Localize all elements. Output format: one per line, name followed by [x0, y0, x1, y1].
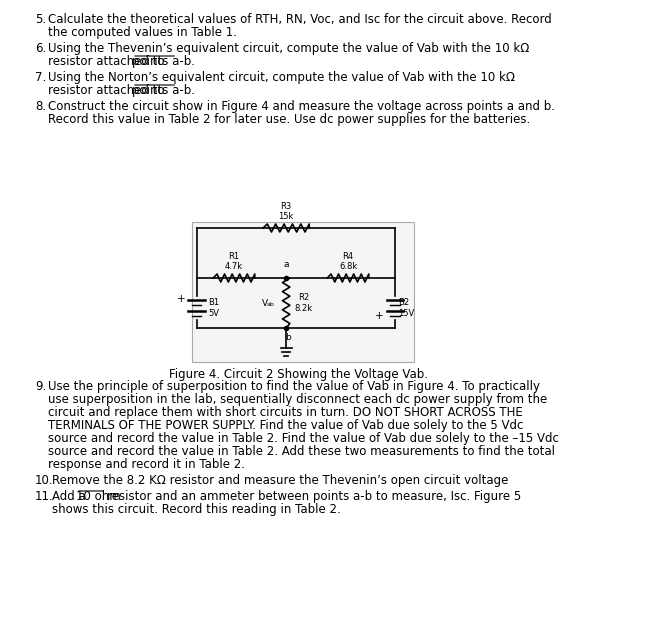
Text: 10.: 10. — [35, 474, 54, 487]
Text: 8.: 8. — [35, 100, 46, 113]
Text: Remove the 8.2 KΩ resistor and measure the Thevenin’s open circuit voltage: Remove the 8.2 KΩ resistor and measure t… — [52, 474, 508, 487]
Text: B1
5V: B1 5V — [208, 298, 220, 318]
Text: shows this circuit. Record this reading in Table 2.: shows this circuit. Record this reading … — [52, 503, 340, 516]
Text: Use the principle of superposition to find the value of Vab in Figure 4. To prac: Use the principle of superposition to fi… — [48, 380, 540, 393]
Text: source and record the value in Table 2. Find the value of Vab due solely to the : source and record the value in Table 2. … — [48, 432, 559, 445]
Text: R3
15k: R3 15k — [278, 202, 294, 221]
Bar — [192, 222, 413, 362]
Text: R2
8.2k: R2 8.2k — [294, 293, 313, 312]
Text: R1
4.7k: R1 4.7k — [225, 251, 243, 271]
Text: +: + — [375, 311, 384, 321]
Text: Construct the circuit show in Figure 4 and measure the voltage across points a a: Construct the circuit show in Figure 4 a… — [48, 100, 555, 113]
Text: 10 ohm: 10 ohm — [76, 490, 120, 503]
Text: use superposition in the lab, sequentially disconnect each dc power supply from : use superposition in the lab, sequential… — [48, 393, 547, 406]
Text: the computed values in Table 1.: the computed values in Table 1. — [48, 26, 237, 39]
Text: TERMINALS OF THE POWER SUPPLY. Find the value of Vab due solely to the 5 Vdc: TERMINALS OF THE POWER SUPPLY. Find the … — [48, 419, 523, 432]
Text: 6.: 6. — [35, 42, 47, 55]
Text: Add a: Add a — [52, 490, 89, 503]
Text: source and record the value in Table 2. Add these two measurements to find the t: source and record the value in Table 2. … — [48, 445, 555, 458]
Text: points a-b.: points a-b. — [132, 55, 195, 68]
Text: resistor attached to: resistor attached to — [48, 84, 168, 97]
Text: Using the Norton’s equivalent circuit, compute the value of Vab with the 10 kΩ: Using the Norton’s equivalent circuit, c… — [48, 71, 515, 84]
Text: Figure 4. Circuit 2 Showing the Voltage Vab.: Figure 4. Circuit 2 Showing the Voltage … — [169, 368, 428, 381]
Text: V: V — [261, 298, 268, 307]
Text: 9.: 9. — [35, 380, 47, 393]
Text: points a-b.: points a-b. — [132, 84, 195, 97]
Text: B2
15V: B2 15V — [398, 298, 414, 318]
Text: Calculate the theoretical values of RTH, RN, Voc, and Isc for the circuit above.: Calculate the theoretical values of RTH,… — [48, 13, 552, 26]
Text: resistor and an ammeter between points a-b to measure, Isc. Figure 5: resistor and an ammeter between points a… — [107, 490, 521, 503]
Text: Record this value in Table 2 for later use. Use dc power supplies for the batter: Record this value in Table 2 for later u… — [48, 113, 531, 126]
Text: ab: ab — [267, 302, 274, 307]
Text: circuit and replace them with short circuits in turn. DO NOT SHORT ACROSS THE: circuit and replace them with short circ… — [48, 406, 523, 419]
Text: 5.: 5. — [35, 13, 46, 26]
Text: R4
6.8k: R4 6.8k — [339, 251, 357, 271]
Text: +: + — [177, 294, 186, 304]
Text: response and record it in Table 2.: response and record it in Table 2. — [48, 458, 245, 471]
Text: Using the Thevenin’s equivalent circuit, compute the value of Vab with the 10 kΩ: Using the Thevenin’s equivalent circuit,… — [48, 42, 529, 55]
Text: 11.: 11. — [35, 490, 54, 503]
Text: resistor attached to: resistor attached to — [48, 55, 168, 68]
Text: a: a — [283, 260, 289, 269]
Text: 7.: 7. — [35, 71, 47, 84]
Text: b: b — [285, 333, 291, 342]
